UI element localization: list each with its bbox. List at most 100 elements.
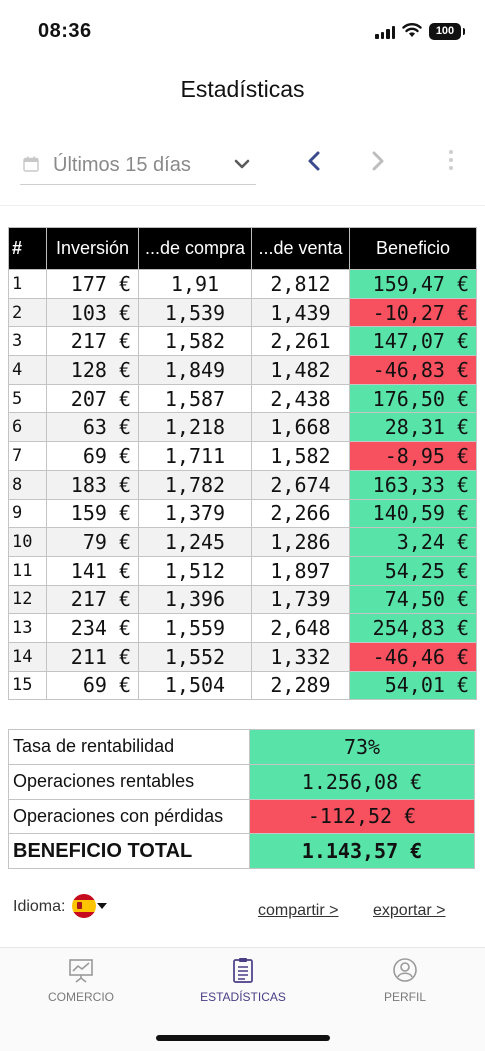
row-number-cell: 2 [8,297,47,328]
profit-cell: 163,33 € [349,469,477,500]
total-label: BENEFICIO TOTAL [8,833,250,870]
table-row: 10 79 €1,245 1,286 3,24 € [8,527,477,557]
tab-statistics-label: ESTADÍSTICAS [200,990,286,1004]
home-indicator [156,1035,330,1041]
previous-period-button[interactable] [300,148,328,176]
row-number-cell: 14 [8,641,47,672]
table-row: 11 141 €1,512 1,897 54,25 € [8,555,477,586]
spain-flag-icon[interactable] [72,894,96,918]
export-link[interactable]: exportar > [373,902,446,919]
table-row: 12 217 €1,396 1,739 74,50 € [8,584,477,615]
clock: 08:36 [38,20,92,42]
sell-price-cell: 1,582 [251,441,350,471]
profit-cell: 159,47 € [349,269,477,299]
sell-price-cell: 2,674 [251,469,350,500]
profit-cell: 28,31 € [349,412,477,443]
profile-icon [393,958,417,982]
table-row: 3 217 €1,582 2,261 147,07 € [8,326,477,357]
period-label: Últimos 15 días [53,154,191,176]
period-dropdown[interactable]: Últimos 15 días [20,148,256,185]
table-row: 9 159 €1,379 2,266 140,59 € [8,498,477,529]
profit-cell: 176,50 € [349,383,477,414]
profitable-label: Operaciones rentables [8,763,250,800]
tab-commerce[interactable]: COMERCIO [1,956,161,1004]
investment-cell: 103 € [46,297,139,328]
caret-down-icon[interactable] [97,903,107,909]
buy-price-cell: 1,91 [138,269,252,299]
profit-cell: 74,50 € [349,584,477,615]
summary-table: Tasa de rentabilidad 73% Operaciones ren… [8,729,475,870]
row-number-cell: 11 [8,555,47,586]
row-number-cell: 1 [8,269,47,299]
summary-row-profitable: Operaciones rentables 1.256,08 € [8,763,475,800]
profit-cell: 3,24 € [349,527,477,557]
profitable-value: 1.256,08 € [249,763,475,800]
row-number-cell: 8 [8,469,47,500]
tab-profile[interactable]: PERFIL [325,956,485,1004]
profit-cell: 147,07 € [349,326,477,357]
sell-price-cell: 2,289 [251,670,350,701]
page-title: Estadísticas [180,76,305,102]
sell-price-cell: 1,668 [251,412,350,443]
column-header-buy: ...de compra [138,227,252,270]
buy-price-cell: 1,504 [138,670,252,701]
investment-cell: 79 € [46,527,139,557]
profit-cell: -46,83 € [349,355,477,385]
buy-price-cell: 1,552 [138,641,252,672]
total-value: 1.143,57 € [249,833,475,870]
investment-cell: 159 € [46,498,139,529]
row-number-cell: 4 [8,355,47,385]
sell-price-cell: 2,266 [251,498,350,529]
column-header-investment: Inversión [46,227,139,270]
more-options-icon[interactable] [443,150,459,176]
divider [0,205,485,206]
sell-price-cell: 2,438 [251,383,350,414]
table-row: 15 69 €1,504 2,289 54,01 € [8,670,477,701]
investment-cell: 234 € [46,613,139,643]
table-row: 1 177 €1,91 2,812 159,47 € [8,269,477,299]
profit-cell: 54,25 € [349,555,477,586]
column-header-sell: ...de venta [251,227,350,270]
table-row: 6 63 €1,218 1,668 28,31 € [8,412,477,443]
investment-cell: 141 € [46,555,139,586]
summary-row-rate: Tasa de rentabilidad 73% [8,729,475,765]
sell-price-cell: 2,648 [251,613,350,643]
profit-cell: -10,27 € [349,297,477,328]
wifi-icon [402,23,422,37]
chart-board-icon [69,959,93,983]
column-header-number: # [8,227,47,270]
status-bar: 08:36 100 [0,0,485,62]
losses-label: Operaciones con pérdidas [8,798,250,835]
profit-cell: 54,01 € [349,670,477,701]
tab-statistics[interactable]: ESTADÍSTICAS [163,956,323,1004]
investment-cell: 128 € [46,355,139,385]
rate-label: Tasa de rentabilidad [8,729,250,765]
buy-price-cell: 1,559 [138,613,252,643]
buy-price-cell: 1,539 [138,297,252,328]
buy-price-cell: 1,587 [138,383,252,414]
operations-table: # Inversión ...de compra ...de venta Ben… [8,227,477,701]
row-number-cell: 10 [8,527,47,557]
table-row: 14 211 €1,552 1,332 -46,46 € [8,641,477,672]
cellular-signal-icon [375,26,395,39]
next-period-button[interactable] [364,148,392,176]
share-link[interactable]: compartir > [258,902,339,919]
buy-price-cell: 1,512 [138,555,252,586]
column-header-profit: Beneficio [349,227,477,270]
summary-row-losses: Operaciones con pérdidas -112,52 € [8,798,475,835]
profit-cell: 140,59 € [349,498,477,529]
calendar-icon [23,156,39,172]
clipboard-list-icon [233,958,253,983]
table-row: 13 234 €1,559 2,648 254,83 € [8,613,477,643]
sell-price-cell: 2,812 [251,269,350,299]
investment-cell: 183 € [46,469,139,500]
profit-cell: 254,83 € [349,613,477,643]
sell-price-cell: 1,897 [251,555,350,586]
sell-price-cell: 1,482 [251,355,350,385]
table-row: 2 103 €1,539 1,439 -10,27 € [8,297,477,328]
row-number-cell: 9 [8,498,47,529]
tab-commerce-label: COMERCIO [48,990,114,1004]
losses-value: -112,52 € [249,798,475,835]
investment-cell: 177 € [46,269,139,299]
sell-price-cell: 2,261 [251,326,350,357]
